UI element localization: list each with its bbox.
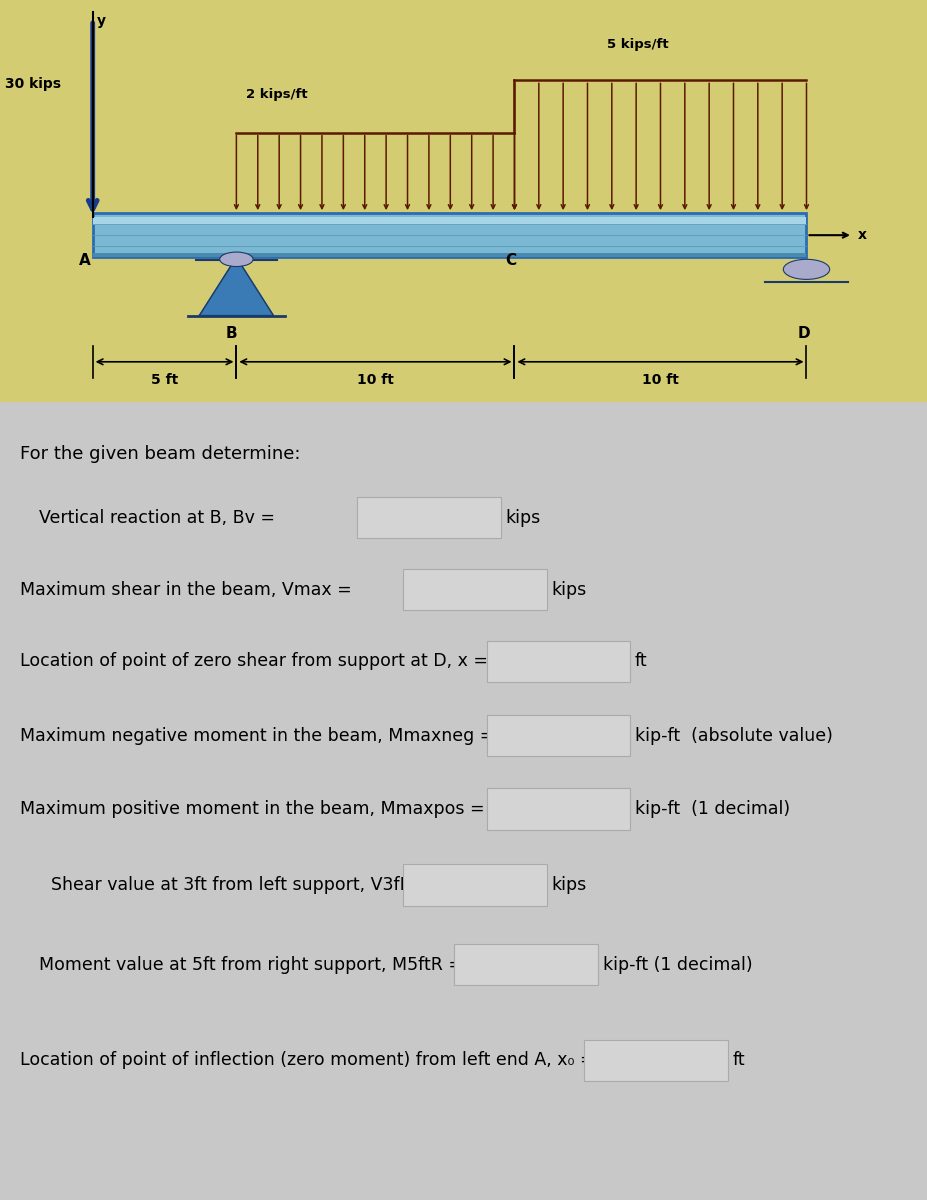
- Text: A: A: [79, 253, 91, 269]
- Bar: [357, 497, 501, 539]
- Text: Moment value at 5ft from right support, M5ftR =: Moment value at 5ft from right support, …: [39, 955, 463, 973]
- Text: 5 kips/ft: 5 kips/ft: [607, 38, 668, 52]
- Text: kips: kips: [505, 509, 540, 527]
- Bar: [403, 864, 547, 906]
- Text: 2 kips/ft: 2 kips/ft: [246, 89, 307, 102]
- Text: For the given beam determine:: For the given beam determine:: [20, 445, 301, 463]
- Text: C: C: [505, 253, 516, 269]
- Text: kip-ft (1 decimal): kip-ft (1 decimal): [603, 955, 752, 973]
- Text: Maximum negative moment in the beam, Mmaxneg =: Maximum negative moment in the beam, Mma…: [20, 726, 495, 744]
- Text: B: B: [225, 325, 237, 341]
- Text: 30 kips: 30 kips: [5, 78, 60, 91]
- Text: Maximum shear in the beam, Vmax =: Maximum shear in the beam, Vmax =: [20, 581, 352, 599]
- Text: kips: kips: [552, 581, 587, 599]
- Text: 5 ft: 5 ft: [151, 373, 178, 386]
- Text: Vertical reaction at B, Bv =: Vertical reaction at B, Bv =: [39, 509, 275, 527]
- Bar: [487, 641, 630, 682]
- Text: kips: kips: [552, 876, 587, 894]
- Polygon shape: [199, 257, 273, 316]
- Bar: [487, 715, 630, 756]
- Bar: [454, 944, 598, 985]
- Text: Location of point of inflection (zero moment) from left end A, x₀ =: Location of point of inflection (zero mo…: [20, 1051, 595, 1069]
- Bar: [403, 569, 547, 611]
- Bar: [93, 253, 806, 257]
- Text: Location of point of zero shear from support at D, x =: Location of point of zero shear from sup…: [20, 653, 489, 671]
- Text: ft: ft: [732, 1051, 745, 1069]
- Text: 10 ft: 10 ft: [642, 373, 679, 386]
- Text: kip-ft  (1 decimal): kip-ft (1 decimal): [635, 800, 790, 818]
- Bar: [93, 214, 806, 257]
- Circle shape: [220, 252, 253, 266]
- Text: kip-ft  (absolute value): kip-ft (absolute value): [635, 726, 832, 744]
- Text: ft: ft: [635, 653, 648, 671]
- Text: x: x: [857, 228, 867, 242]
- Text: D: D: [797, 325, 810, 341]
- Bar: [584, 1039, 728, 1081]
- Bar: [487, 788, 630, 829]
- Text: 10 ft: 10 ft: [357, 373, 394, 386]
- Text: Shear value at 3ft from left support, V3fL =: Shear value at 3ft from left support, V3…: [51, 876, 429, 894]
- Text: Maximum positive moment in the beam, Mmaxpos =: Maximum positive moment in the beam, Mma…: [20, 800, 485, 818]
- Text: y: y: [97, 14, 107, 28]
- Bar: [93, 217, 806, 226]
- Circle shape: [783, 259, 830, 280]
